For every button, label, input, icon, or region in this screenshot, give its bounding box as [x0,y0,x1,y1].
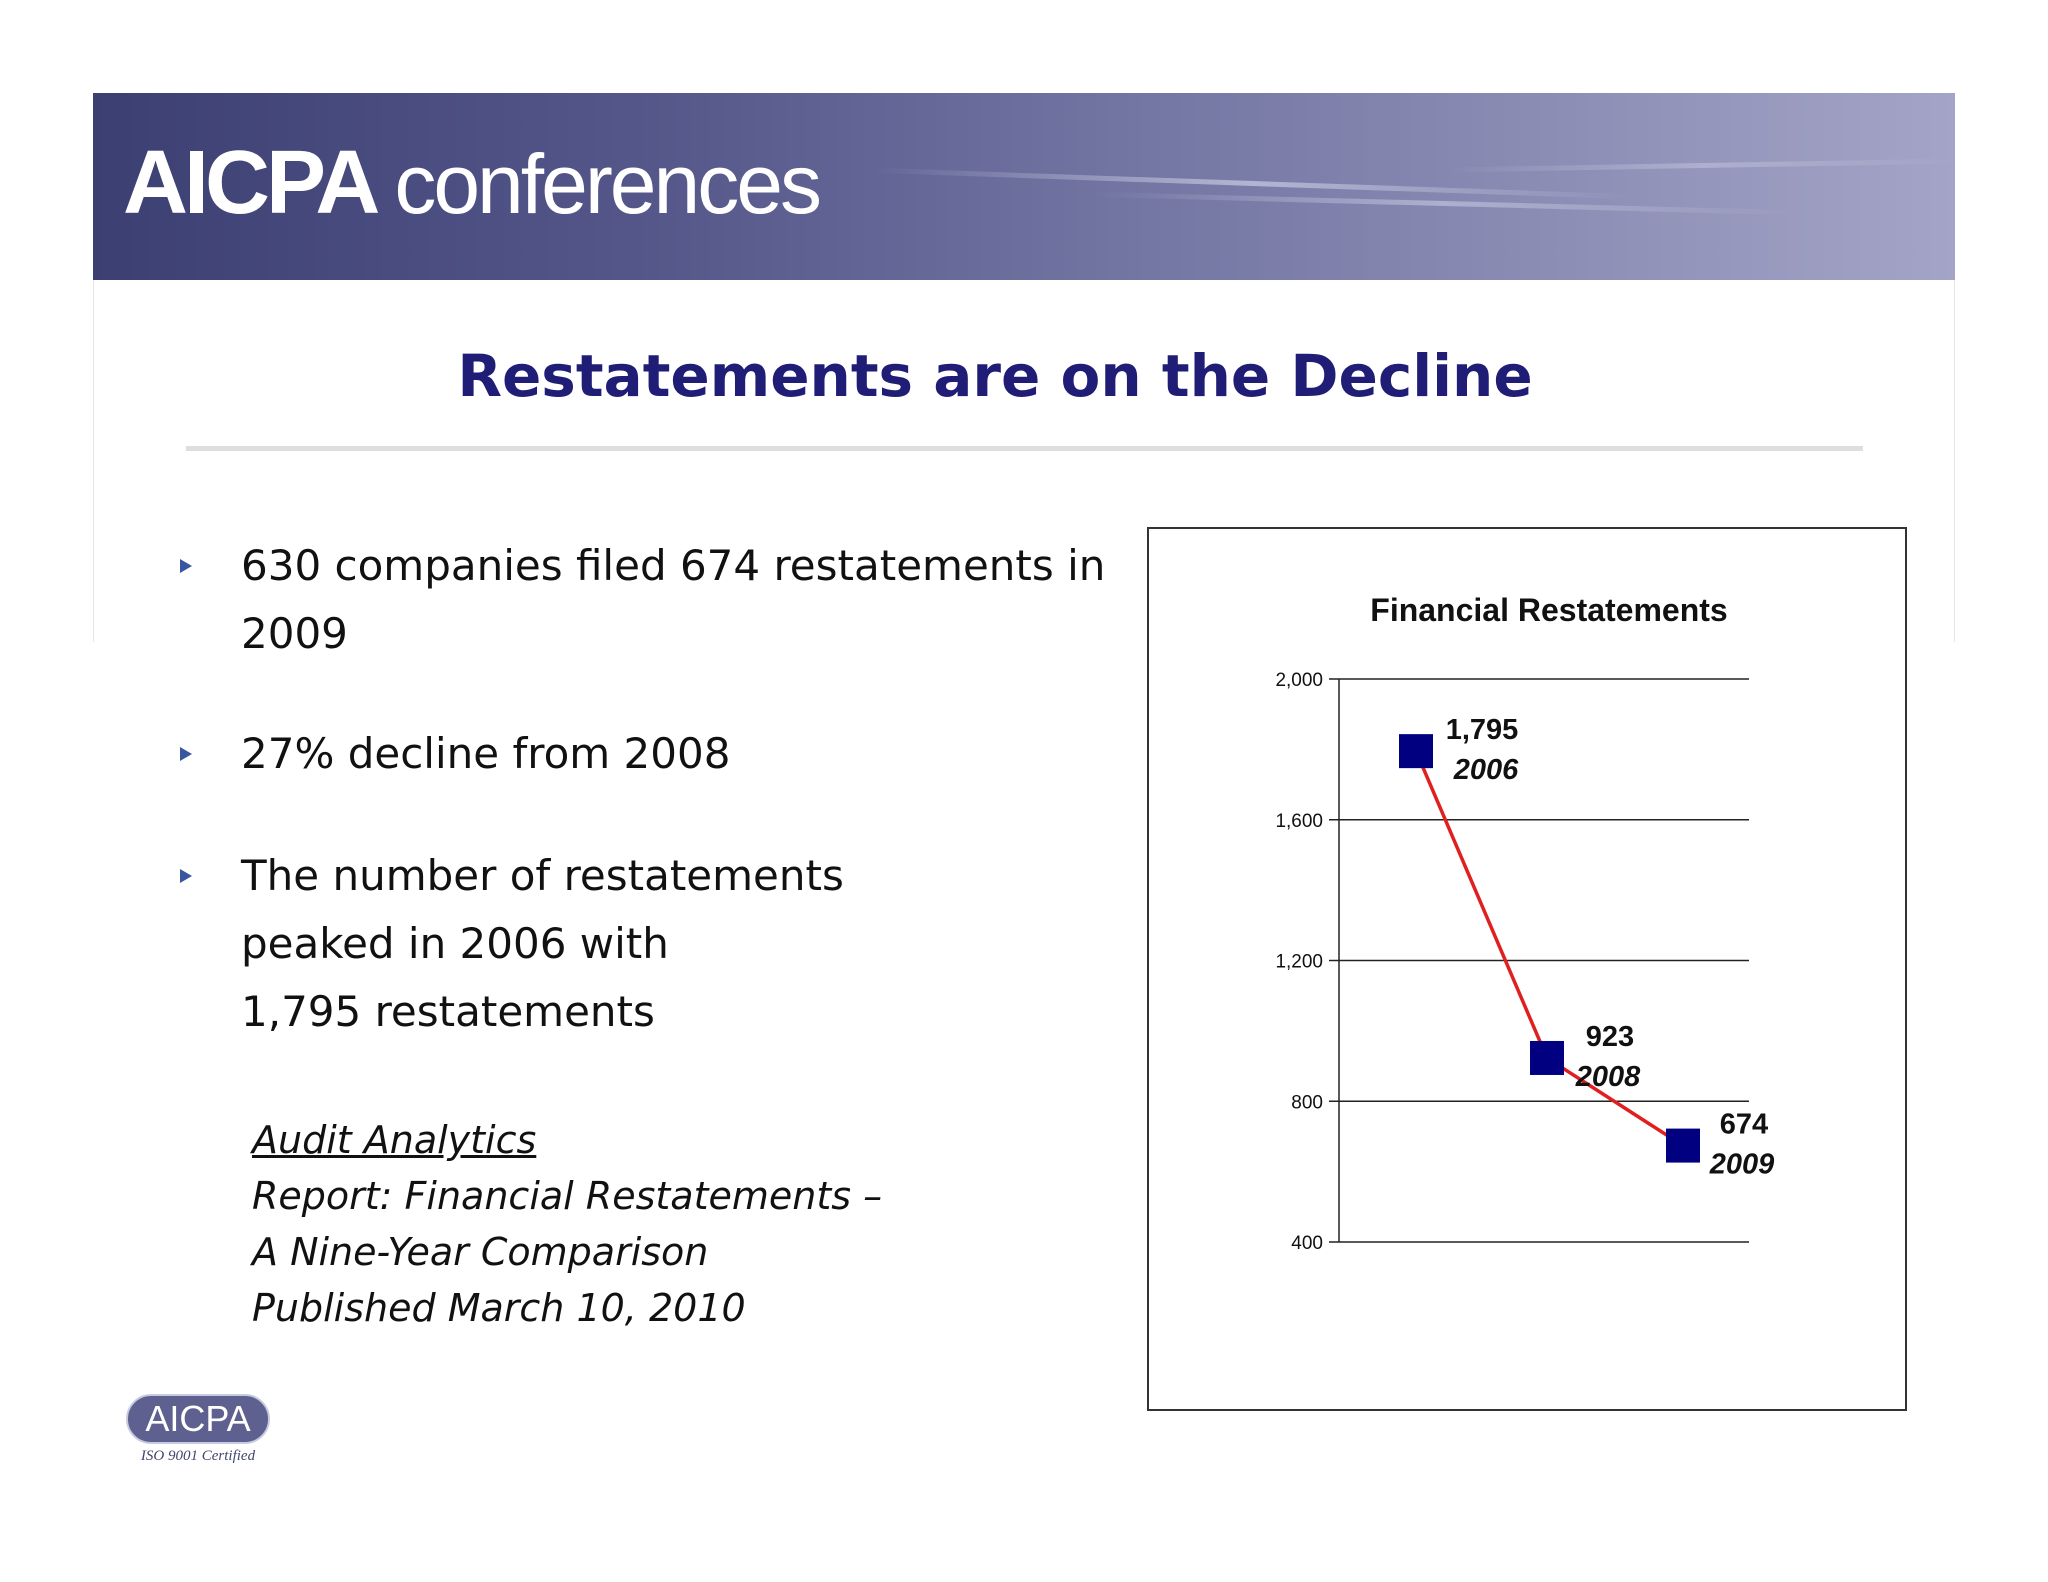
data-value-label: 1,795 [1446,714,1519,746]
bullet-arrow-icon [180,869,192,883]
brand-name: AICPA [123,133,380,233]
banner-light-streak [873,167,1633,200]
y-tick-label: 800 [1291,1092,1323,1113]
chart-title: Financial Restatements [1370,592,1727,628]
chart-canvas: Financial Restatements 400 800 1,200 1,600 2,… [1275,592,1775,1254]
data-value-label: 923 [1586,1021,1634,1053]
restatements-chart: Financial Restatements 400 800 1,200 1,600 2,… [1147,527,1907,1411]
bullet-item: 630 companies filed 674 restatements in … [241,532,1105,668]
series-line [1414,750,1684,1148]
y-tick-label: 1,600 [1275,811,1323,832]
aicpa-footer-logo: AICPA ISO 9001 Certified [126,1394,270,1465]
citation-source: Audit Analytics [252,1118,537,1162]
conference-banner: AICPA conferences [93,93,1955,280]
bullet-line: 27% decline from 2008 [241,729,731,778]
data-value-label: 674 [1720,1109,1768,1141]
slide-border-left [93,280,94,642]
bullet-item: The number of restatements peaked in 200… [241,842,844,1046]
y-tick-label: 1,200 [1275,952,1323,973]
bullet-line: The number of restatements [241,851,844,900]
brand-subtitle: conferences [394,137,822,231]
data-point-marker [1399,734,1433,769]
bullet-line: peaked in 2006 with [241,919,669,968]
data-year-label: 2008 [1575,1061,1641,1093]
citation-line: Report: Financial Restatements – [252,1174,883,1218]
bullet-line: 2009 [241,609,348,658]
aicpa-logo-badge: AICPA [126,1394,270,1444]
y-tick-label: 400 [1291,1233,1323,1254]
title-divider [186,446,1863,451]
brand-logo: AICPA conferences [123,137,822,231]
source-citation: Audit Analytics Report: Financial Restat… [252,1112,882,1336]
bullet-arrow-icon [180,559,192,573]
banner-light-streak [1442,158,1955,173]
slide-border-right [1954,280,1955,642]
citation-line: A Nine-Year Comparison [252,1230,709,1274]
iso-certification-label: ISO 9001 Certified [140,1448,256,1464]
data-year-label: 2009 [1709,1149,1775,1181]
slide-title: Restatements are on the Decline [457,342,1533,410]
data-year-label: 2006 [1453,754,1519,786]
banner-light-streak [1093,191,1793,216]
data-point-marker [1666,1128,1700,1163]
bullet-line: 630 companies filed 674 restatements in [241,541,1106,590]
y-tick-label: 2,000 [1275,670,1323,691]
citation-line: Published March 10, 2010 [252,1286,746,1330]
bullet-item: 27% decline from 2008 [241,720,730,788]
data-point-marker [1530,1040,1564,1075]
bullet-line: 1,795 restatements [241,987,655,1036]
bullet-arrow-icon [180,747,192,761]
